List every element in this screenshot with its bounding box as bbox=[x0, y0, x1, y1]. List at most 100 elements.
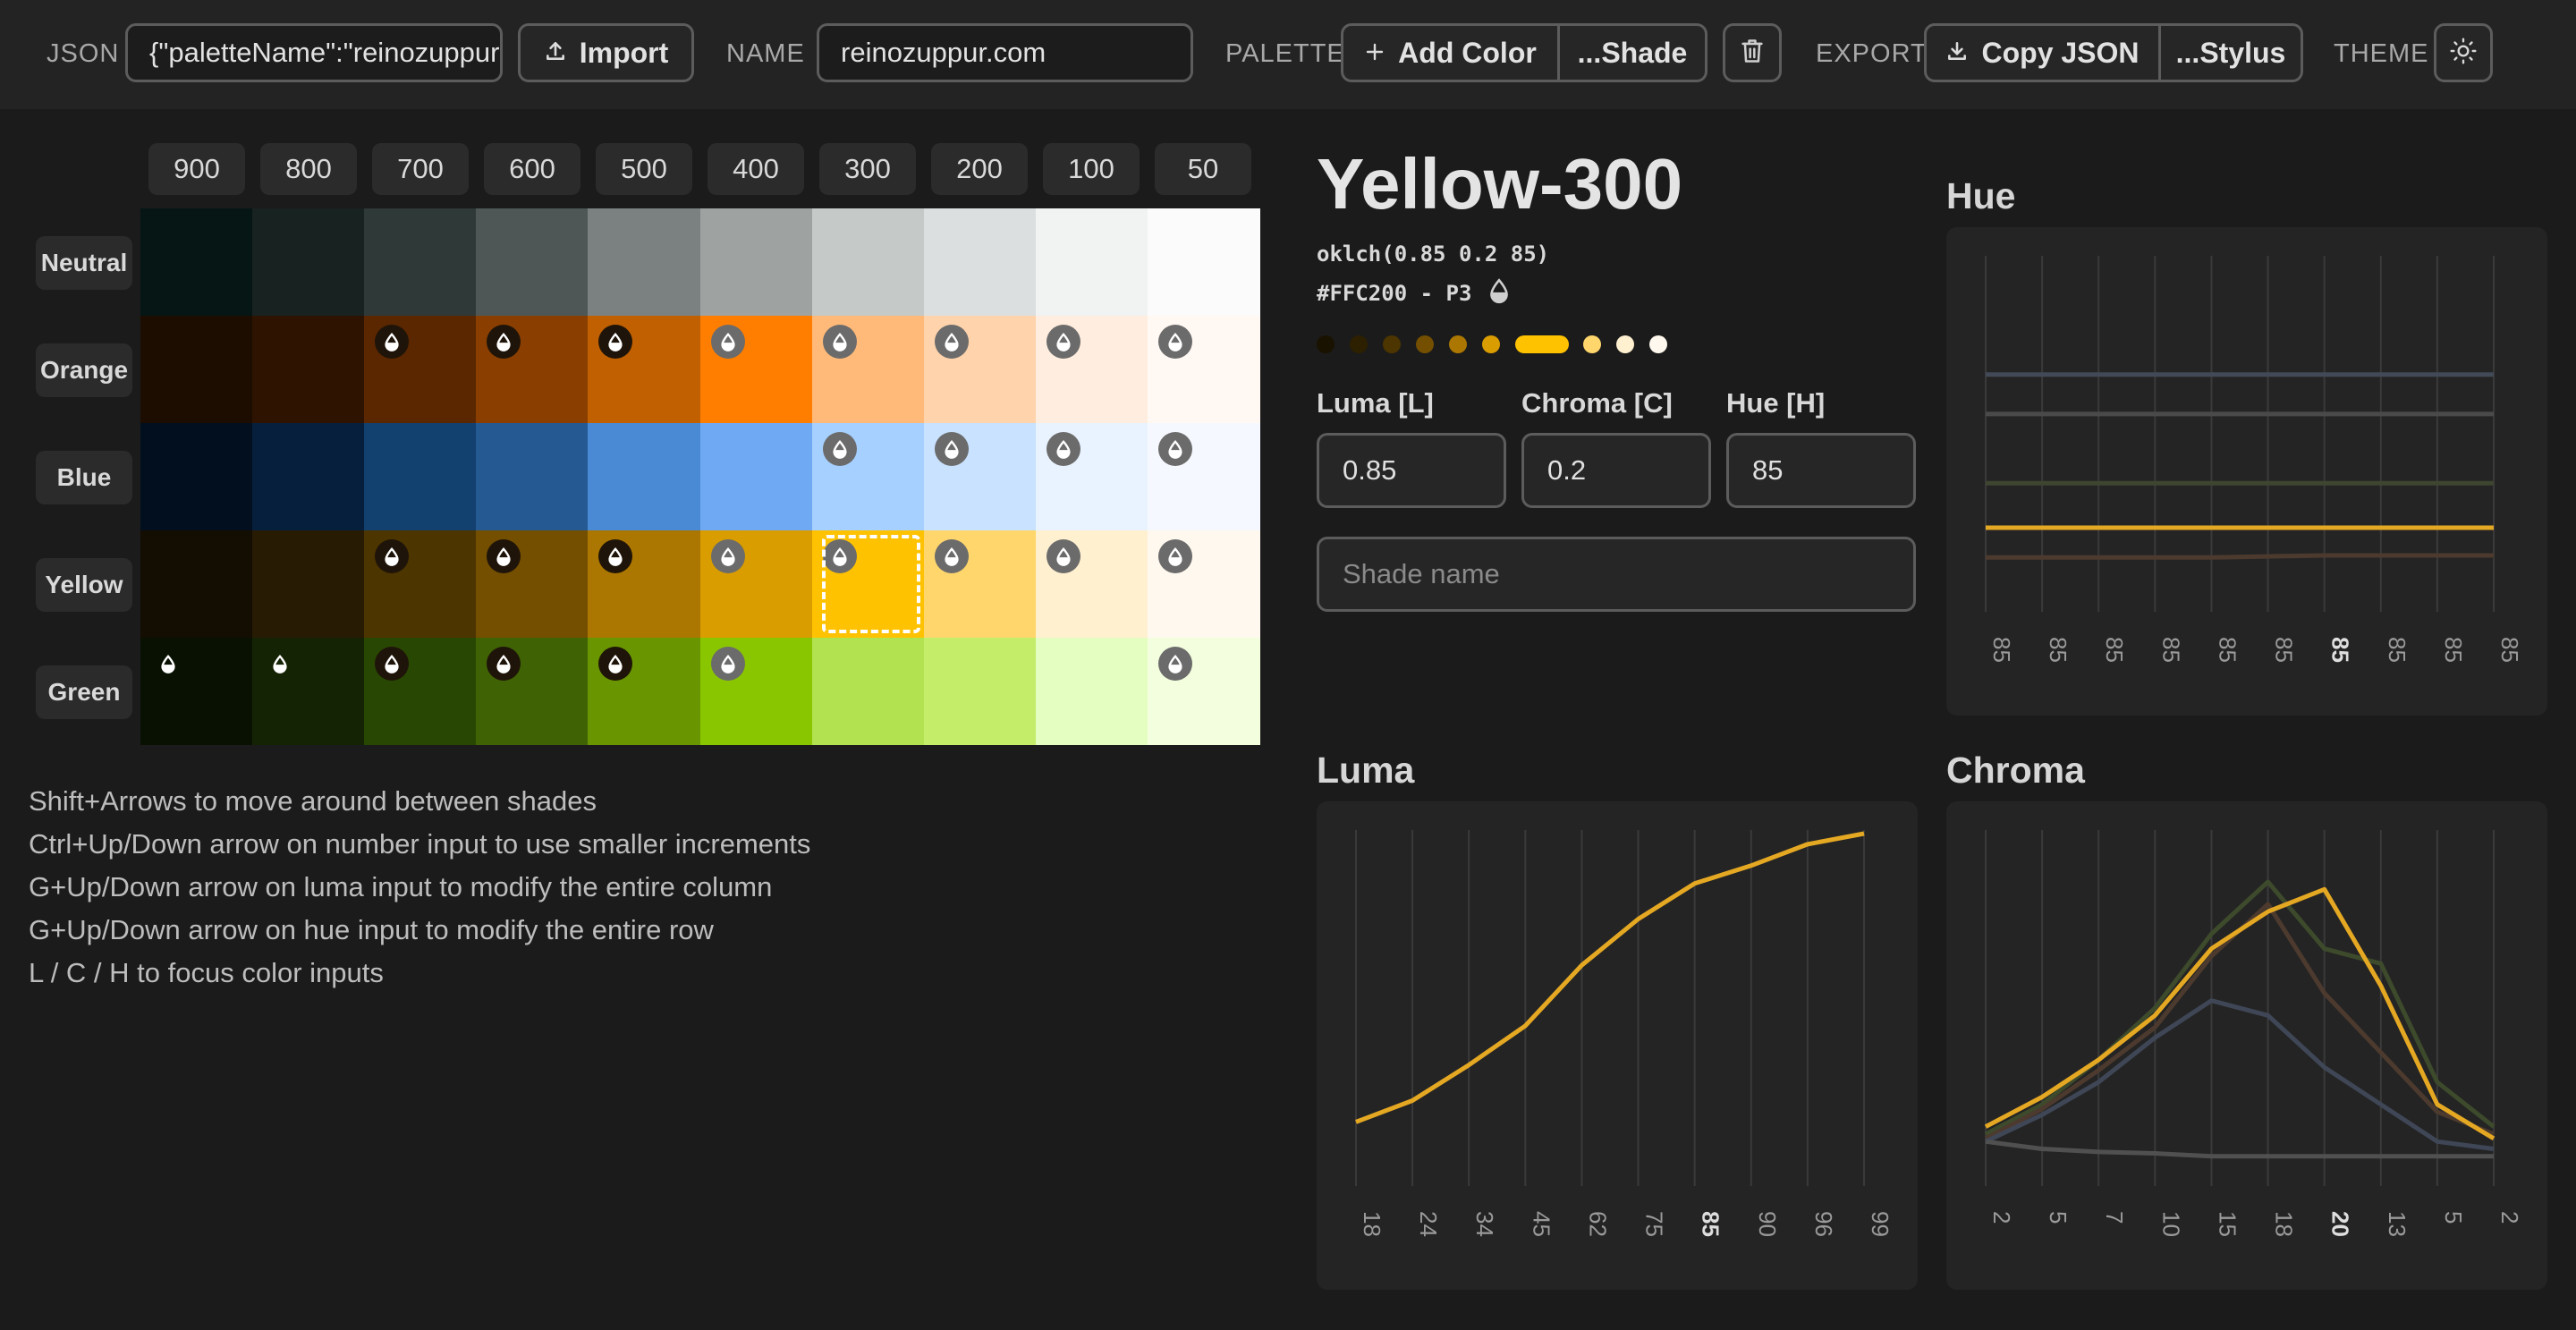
swatch-orange-50[interactable] bbox=[1147, 316, 1260, 423]
swatch-yellow-300[interactable] bbox=[811, 530, 925, 638]
swatch-green-300[interactable] bbox=[811, 638, 925, 745]
shade-dot[interactable] bbox=[1350, 335, 1368, 353]
swatch-yellow-600[interactable] bbox=[476, 530, 589, 638]
shade-header[interactable]: 300 bbox=[819, 143, 916, 195]
swatch-yellow-100[interactable] bbox=[1035, 530, 1148, 638]
shade-dot[interactable] bbox=[1482, 335, 1500, 353]
chroma-input[interactable]: 0.2 bbox=[1521, 433, 1711, 508]
swatch-neutral-500[interactable] bbox=[588, 208, 701, 316]
swatch-orange-300[interactable] bbox=[811, 316, 925, 423]
import-button[interactable]: Import bbox=[518, 23, 694, 82]
swatch-neutral-400[interactable] bbox=[699, 208, 813, 316]
swatch-yellow-900[interactable] bbox=[140, 530, 253, 638]
swatch-blue-400[interactable] bbox=[699, 423, 813, 530]
shade-header[interactable]: 100 bbox=[1043, 143, 1140, 195]
hint-line: G+Up/Down arrow on luma input to modify … bbox=[29, 871, 773, 902]
delete-button[interactable] bbox=[1723, 23, 1782, 82]
shade-header[interactable]: 50 bbox=[1155, 143, 1251, 195]
swatch-orange-700[interactable] bbox=[364, 316, 477, 423]
import-label: Import bbox=[579, 36, 669, 69]
luma-chart-tick-label: 34 bbox=[1471, 1211, 1498, 1237]
swatch-orange-400[interactable] bbox=[699, 316, 813, 423]
chroma-chart-tick-label: 13 bbox=[2384, 1211, 2411, 1237]
palette-name-input[interactable]: reinozuppur.com bbox=[817, 23, 1193, 82]
luma-chart-tick-label: 18 bbox=[1359, 1211, 1385, 1237]
swatch-neutral-600[interactable] bbox=[476, 208, 589, 316]
swatch-green-800[interactable] bbox=[252, 638, 365, 745]
swatch-orange-500[interactable] bbox=[588, 316, 701, 423]
theme-toggle-button[interactable] bbox=[2434, 23, 2493, 82]
swatch-neutral-700[interactable] bbox=[364, 208, 477, 316]
swatch-orange-800[interactable] bbox=[252, 316, 365, 423]
swatch-blue-900[interactable] bbox=[140, 423, 253, 530]
shade-header[interactable]: 500 bbox=[596, 143, 692, 195]
shade-dot[interactable] bbox=[1616, 335, 1634, 353]
shade-dot[interactable] bbox=[1583, 335, 1601, 353]
shade-name-input[interactable]: Shade name bbox=[1317, 537, 1916, 612]
row-header-yellow[interactable]: Yellow bbox=[36, 558, 132, 612]
swatch-yellow-200[interactable] bbox=[923, 530, 1037, 638]
add-shade-button[interactable]: ...Shade bbox=[1557, 26, 1705, 80]
hue-input[interactable]: 85 bbox=[1726, 433, 1916, 508]
add-color-button[interactable]: Add Color bbox=[1343, 26, 1557, 80]
export-stylus-button[interactable]: ...Stylus bbox=[2158, 26, 2301, 80]
hex-value: #FFC200 - P3 bbox=[1317, 281, 1472, 306]
row-header-orange[interactable]: Orange bbox=[36, 343, 132, 397]
shade-dot[interactable] bbox=[1449, 335, 1467, 353]
swatch-blue-800[interactable] bbox=[252, 423, 365, 530]
swatch-blue-500[interactable] bbox=[588, 423, 701, 530]
shade-header[interactable]: 900 bbox=[148, 143, 245, 195]
shade-header[interactable]: 800 bbox=[260, 143, 357, 195]
swatch-green-50[interactable] bbox=[1147, 638, 1260, 745]
swatch-green-900[interactable] bbox=[140, 638, 253, 745]
swatch-neutral-50[interactable] bbox=[1147, 208, 1260, 316]
swatch-green-200[interactable] bbox=[923, 638, 1037, 745]
swatch-orange-900[interactable] bbox=[140, 316, 253, 423]
hue-chart-tick-label: 85 bbox=[2327, 637, 2354, 663]
shade-dot[interactable] bbox=[1383, 335, 1401, 353]
selected-shade-indicator bbox=[822, 535, 920, 633]
shade-header[interactable]: 200 bbox=[931, 143, 1028, 195]
chroma-chart: 2 5 7 10 15 18 20 13 5 2 bbox=[1946, 801, 2547, 1290]
hint-line: L / C / H to focus color inputs bbox=[29, 957, 384, 988]
shade-dot[interactable] bbox=[1416, 335, 1434, 353]
swatch-blue-100[interactable] bbox=[1035, 423, 1148, 530]
swatch-blue-200[interactable] bbox=[923, 423, 1037, 530]
swatch-blue-600[interactable] bbox=[476, 423, 589, 530]
swatch-blue-300[interactable] bbox=[811, 423, 925, 530]
swatch-green-600[interactable] bbox=[476, 638, 589, 745]
swatch-blue-50[interactable] bbox=[1147, 423, 1260, 530]
shade-header[interactable]: 700 bbox=[372, 143, 469, 195]
shade-dot[interactable] bbox=[1649, 335, 1667, 353]
shade-dot[interactable] bbox=[1317, 335, 1335, 353]
json-input[interactable]: {"paletteName":"reinozuppur.com","colors… bbox=[125, 23, 503, 82]
trash-icon bbox=[1740, 38, 1765, 69]
row-header-neutral[interactable]: Neutral bbox=[36, 236, 132, 290]
luma-input[interactable]: 0.85 bbox=[1317, 433, 1506, 508]
swatch-neutral-200[interactable] bbox=[923, 208, 1037, 316]
swatch-neutral-300[interactable] bbox=[811, 208, 925, 316]
copy-json-button[interactable]: Copy JSON bbox=[1927, 26, 2158, 80]
p3-gamut-drop-icon bbox=[598, 325, 633, 359]
shade-dot[interactable] bbox=[1515, 335, 1569, 353]
shade-header[interactable]: 400 bbox=[708, 143, 804, 195]
swatch-blue-700[interactable] bbox=[364, 423, 477, 530]
shade-header[interactable]: 600 bbox=[484, 143, 580, 195]
swatch-green-100[interactable] bbox=[1035, 638, 1148, 745]
swatch-green-500[interactable] bbox=[588, 638, 701, 745]
swatch-yellow-400[interactable] bbox=[699, 530, 813, 638]
swatch-orange-100[interactable] bbox=[1035, 316, 1148, 423]
swatch-neutral-100[interactable] bbox=[1035, 208, 1148, 316]
swatch-neutral-900[interactable] bbox=[140, 208, 253, 316]
swatch-neutral-800[interactable] bbox=[252, 208, 365, 316]
swatch-yellow-700[interactable] bbox=[364, 530, 477, 638]
swatch-orange-200[interactable] bbox=[923, 316, 1037, 423]
row-header-blue[interactable]: Blue bbox=[36, 451, 132, 504]
swatch-green-700[interactable] bbox=[364, 638, 477, 745]
swatch-orange-600[interactable] bbox=[476, 316, 589, 423]
swatch-yellow-800[interactable] bbox=[252, 530, 365, 638]
swatch-yellow-50[interactable] bbox=[1147, 530, 1260, 638]
swatch-yellow-500[interactable] bbox=[588, 530, 701, 638]
swatch-green-400[interactable] bbox=[699, 638, 813, 745]
row-header-green[interactable]: Green bbox=[36, 665, 132, 719]
